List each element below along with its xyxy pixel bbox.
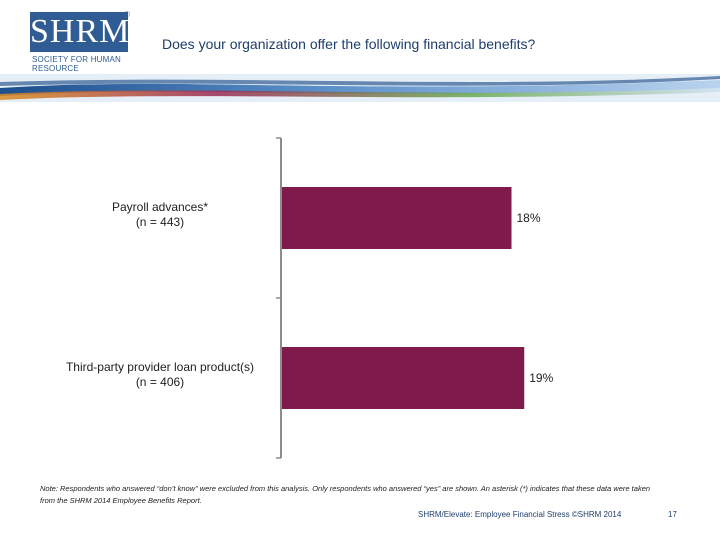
logo-registered-mark: ® xyxy=(124,10,130,19)
slide-title: Does your organization offer the followi… xyxy=(162,36,536,52)
category-label: Third-party provider loan product(s) xyxy=(66,360,254,374)
bar xyxy=(282,347,525,409)
logo-mark: SHRM xyxy=(30,12,131,52)
footer-source: SHRM/Elevate: Employee Financial Stress … xyxy=(418,510,622,519)
bar xyxy=(282,187,512,249)
category-label: (n = 443) xyxy=(136,215,184,229)
value-label: 18% xyxy=(517,211,541,225)
category-label: (n = 406) xyxy=(136,375,184,389)
value-label: 19% xyxy=(529,371,553,385)
footnote: Note: Respondents who answered “don’t kn… xyxy=(40,484,651,505)
shrm-logo: SHRM ® SOCIETY FOR HUMAN RESOURCE MANAGE… xyxy=(30,10,132,82)
logo-tagline-line1: SOCIETY FOR HUMAN xyxy=(32,55,122,64)
page-number: 17 xyxy=(668,510,677,519)
category-label: Payroll advances* xyxy=(112,200,208,214)
header-banner xyxy=(0,74,720,102)
